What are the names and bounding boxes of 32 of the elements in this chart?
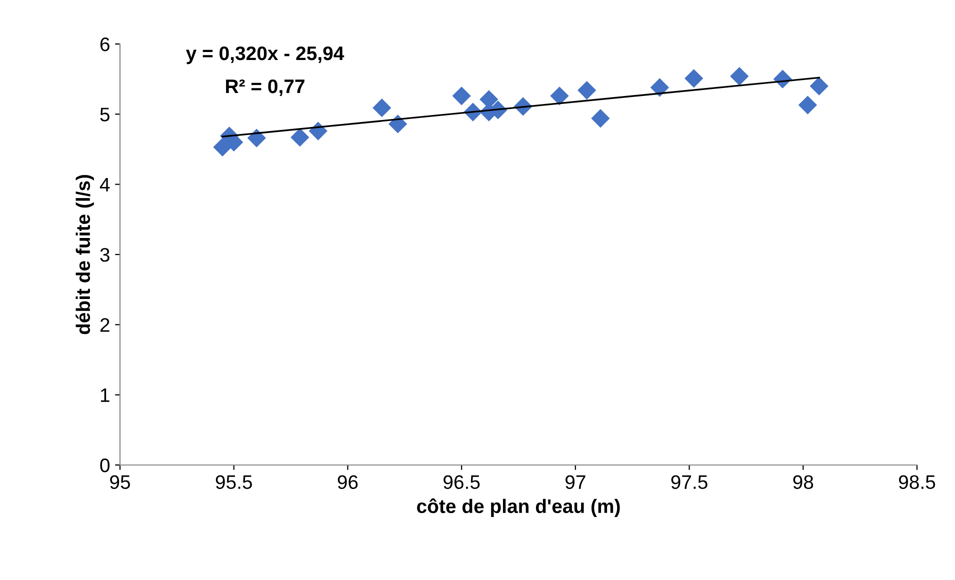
y-tick-label: 2 xyxy=(100,318,110,332)
point xyxy=(577,80,596,100)
x-tick-label: 98 xyxy=(793,475,814,490)
annotation: R² = 0,77 xyxy=(226,79,304,96)
x-tick-label: 96.5 xyxy=(444,475,480,490)
y-tick-label: 4 xyxy=(100,178,110,192)
y-tick-label: 3 xyxy=(100,248,110,262)
point xyxy=(650,78,669,97)
point xyxy=(798,96,818,114)
y-tick-label: 6 xyxy=(100,37,110,52)
y-tick-label: 1 xyxy=(100,388,110,402)
y-tick-label: 5 xyxy=(100,108,110,122)
x-tick-label: 96 xyxy=(338,475,358,490)
point xyxy=(372,98,392,118)
x-axis-title: côte de plan d'eau (m) xyxy=(417,498,620,517)
point xyxy=(810,76,828,96)
x-tick-label: 97 xyxy=(566,475,586,490)
point xyxy=(550,86,569,106)
x-tick-label: 98.5 xyxy=(898,475,936,490)
annotation: y = 0,320x - 25,94 xyxy=(186,46,344,64)
point xyxy=(290,128,310,147)
point xyxy=(591,109,610,128)
point xyxy=(388,114,408,134)
y-tick-label: 0 xyxy=(100,458,110,472)
point xyxy=(730,66,749,86)
y-axis-title: débit de fuite (l/s) xyxy=(76,174,94,334)
x-tick-label: 95 xyxy=(110,475,130,490)
x-tick-label: 97.5 xyxy=(671,475,708,490)
x-tick-label: 95.5 xyxy=(216,475,252,490)
point xyxy=(452,86,471,106)
point xyxy=(684,69,704,88)
point xyxy=(247,128,266,148)
